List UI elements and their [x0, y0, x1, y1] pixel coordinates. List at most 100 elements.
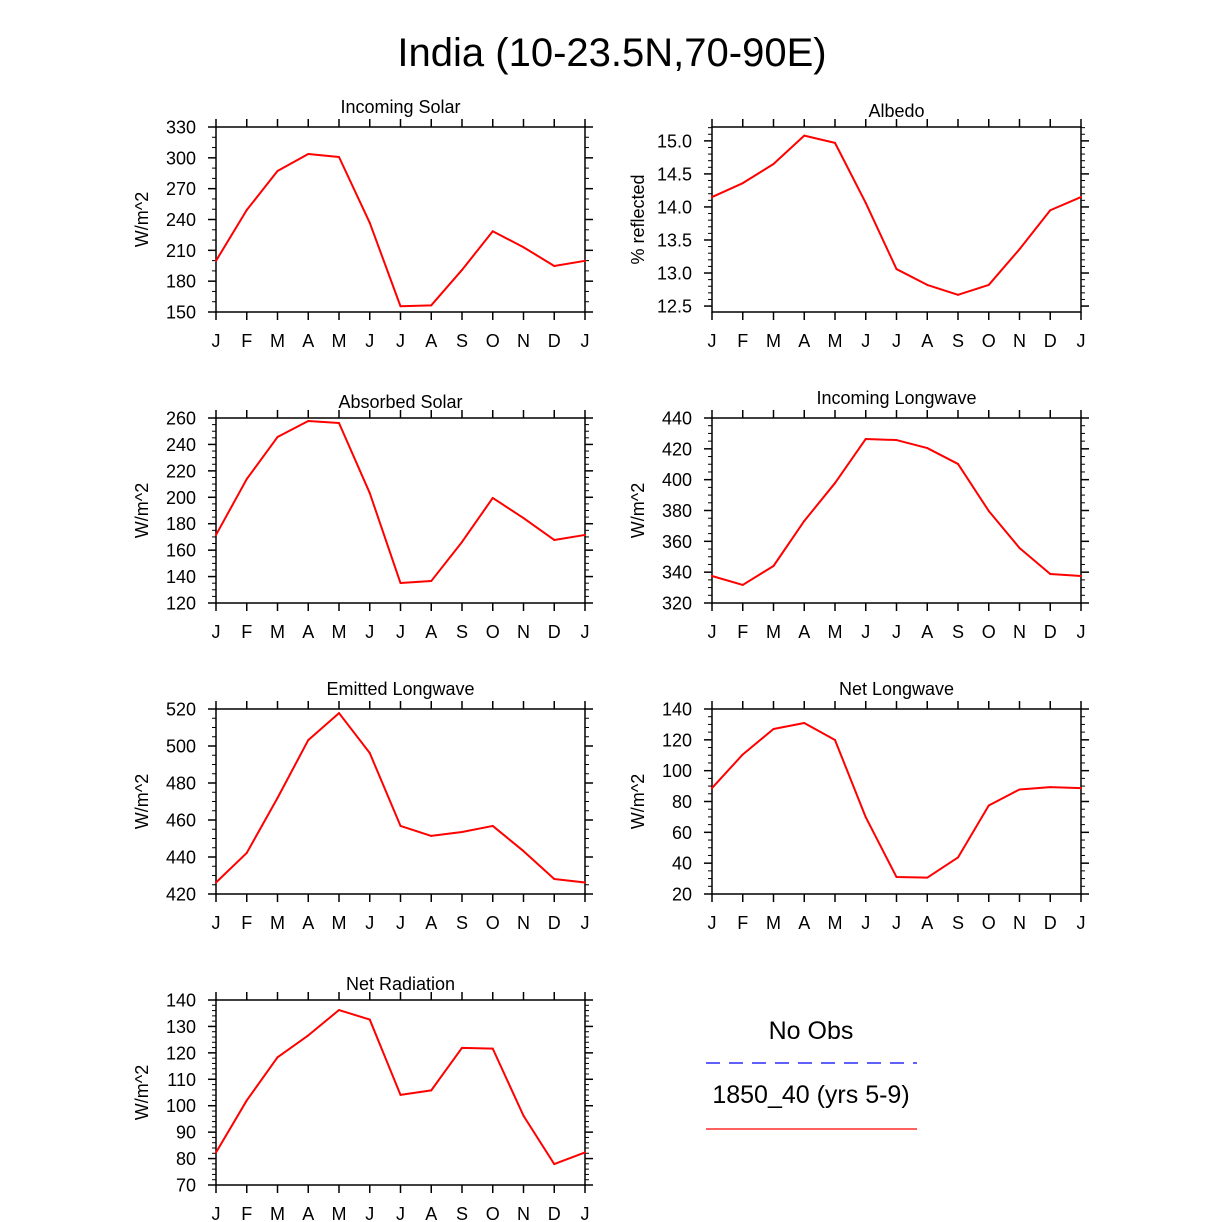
x-tick-label: J — [1077, 622, 1086, 642]
data-point — [1080, 575, 1082, 578]
data-point — [491, 496, 494, 499]
x-tick-label: A — [425, 1204, 437, 1222]
panel-title: Net Longwave — [839, 679, 954, 699]
data-point — [215, 881, 217, 884]
data-point — [276, 169, 279, 172]
x-tick-label: J — [396, 1204, 405, 1222]
data-point — [772, 728, 775, 731]
data-point — [307, 420, 310, 423]
y-tick-label: 200 — [166, 488, 196, 508]
data-point — [711, 575, 713, 578]
x-tick-label: D — [1044, 331, 1057, 351]
incoming-solar-panel: Incoming Solar W/m^2 150 180 210 240 270 300 330… — [132, 97, 593, 351]
data-point — [1049, 209, 1052, 212]
x-tick-label: O — [486, 622, 500, 642]
y-axis-label: W/m^2 — [132, 774, 152, 829]
data-point — [461, 1046, 463, 1049]
y-tick-label: 340 — [662, 563, 692, 583]
x-tick-label: M — [828, 331, 843, 351]
x-tick-label: F — [241, 1204, 252, 1222]
x-tick-label: J — [365, 1204, 374, 1222]
y-tick-label: 160 — [166, 541, 196, 561]
x-tick-label: A — [425, 331, 437, 351]
y-tick-label: 100 — [662, 761, 692, 781]
y-tick-label: 13.0 — [657, 264, 692, 284]
x-tick-label: S — [456, 622, 468, 642]
albedo-panel: Albedo % reflected 12.5 13.0 13.5 14.0 14.5 15.… — [628, 101, 1089, 351]
legend: No Obs 1850_40 (yrs 5-9) — [706, 1017, 917, 1130]
x-tick-label: D — [548, 1204, 561, 1222]
x-tick-label: A — [921, 331, 933, 351]
y-tick-label: 140 — [166, 991, 196, 1011]
data-point — [834, 482, 836, 485]
x-tick-label: M — [828, 622, 843, 642]
y-tick-label: 80 — [176, 1149, 196, 1169]
x-tick-label: J — [396, 331, 405, 351]
data-point — [864, 437, 867, 440]
data-point — [957, 856, 959, 859]
y-tick-label: 20 — [672, 885, 692, 905]
x-tick-label: O — [982, 913, 996, 933]
x-tick-label: M — [270, 622, 285, 642]
data-point — [276, 796, 279, 799]
y-tick-label: 14.5 — [657, 164, 692, 184]
x-tick-label: A — [798, 913, 810, 933]
data-point — [461, 540, 463, 543]
data-point — [368, 752, 371, 755]
y-axis-label: W/m^2 — [132, 1065, 152, 1120]
panel-title: Net Radiation — [346, 974, 455, 994]
data-point — [987, 509, 990, 512]
data-point — [368, 492, 371, 495]
data-point — [957, 462, 959, 465]
data-point — [399, 582, 402, 585]
y-tick-label: 140 — [166, 567, 196, 587]
y-tick-label: 140 — [662, 700, 692, 720]
x-tick-label: J — [365, 622, 374, 642]
data-point — [461, 268, 463, 271]
y-axis-label: W/m^2 — [628, 774, 648, 829]
data-point — [215, 533, 217, 536]
x-tick-label: J — [708, 331, 717, 351]
data-point — [741, 583, 744, 586]
data-point — [276, 1056, 279, 1059]
data-point — [553, 264, 556, 267]
data-point — [926, 876, 929, 879]
x-tick-label: A — [302, 913, 314, 933]
data-point — [1049, 786, 1052, 789]
data-point — [491, 824, 494, 827]
y-tick-label: 210 — [166, 241, 196, 261]
y-tick-label: 60 — [672, 823, 692, 843]
panel-title: Emitted Longwave — [326, 679, 474, 699]
data-point — [584, 881, 586, 884]
x-tick-label: M — [270, 1204, 285, 1222]
data-point — [741, 182, 744, 185]
data-point — [711, 196, 713, 199]
data-point — [553, 878, 556, 881]
y-tick-label: 12.5 — [657, 297, 692, 317]
y-axis-label: W/m^2 — [132, 483, 152, 538]
x-tick-label: F — [737, 913, 748, 933]
data-point — [338, 156, 340, 159]
x-tick-label: N — [517, 622, 530, 642]
x-tick-label: F — [241, 331, 252, 351]
x-tick-label: J — [581, 1204, 590, 1222]
net-radiation-panel: Net Radiation W/m^2 70 80 90 100 110 120 130 140 J… — [132, 974, 593, 1222]
data-point — [522, 517, 525, 520]
data-point — [430, 304, 433, 307]
x-tick-label: J — [861, 913, 870, 933]
x-tick-label: M — [332, 331, 347, 351]
y-axis-label: % reflected — [628, 174, 648, 264]
y-tick-label: 180 — [166, 272, 196, 292]
x-tick-label: J — [708, 622, 717, 642]
x-tick-label: N — [1013, 331, 1026, 351]
x-tick-label: J — [365, 331, 374, 351]
data-point — [803, 134, 806, 137]
data-point — [1018, 546, 1021, 549]
data-point — [276, 436, 279, 439]
data-point — [957, 293, 959, 296]
data-point — [987, 804, 990, 807]
y-tick-label: 14.0 — [657, 197, 692, 217]
x-tick-label: M — [332, 1204, 347, 1222]
plot-frame — [215, 126, 586, 313]
x-tick-label: N — [1013, 622, 1026, 642]
